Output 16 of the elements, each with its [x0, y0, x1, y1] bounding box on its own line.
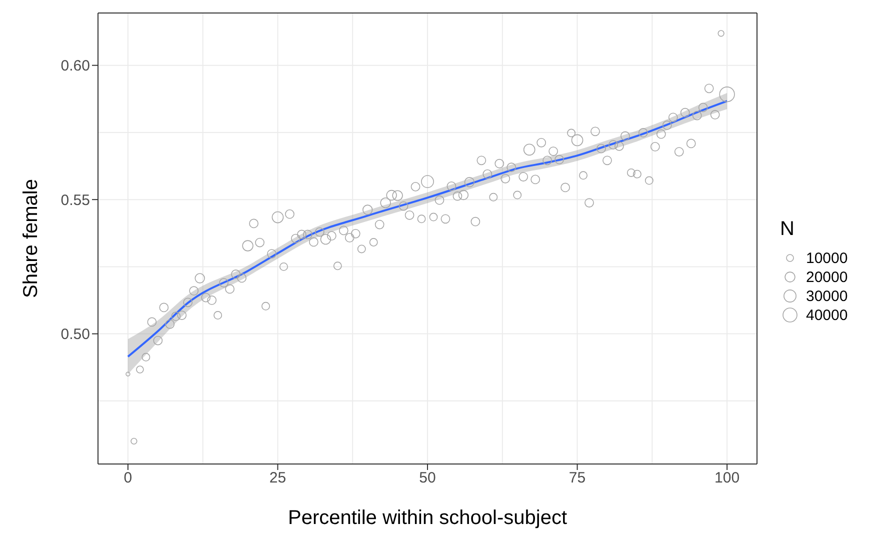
x-tick-label: 0 [124, 470, 132, 487]
legend-label: 20000 [806, 268, 848, 286]
size-legend: N 10000 20000 30000 40000 [780, 218, 848, 324]
y-axis-title: Share female [20, 179, 42, 298]
x-tick-label: 25 [269, 470, 286, 487]
x-tick-label: 100 [714, 470, 740, 487]
x-tick-label: 75 [568, 470, 586, 487]
y-tick-label: 0.55 [60, 192, 90, 209]
legend-title: N [780, 218, 796, 240]
legend-label: 40000 [806, 306, 848, 324]
x-tick-label: 50 [419, 470, 436, 487]
y-tick-label: 0.50 [60, 326, 90, 344]
x-axis-title: Percentile within school-subject [288, 507, 568, 529]
legend-label: 10000 [806, 250, 848, 266]
y-tick-label: 0.60 [60, 58, 90, 75]
legend-label: 30000 [806, 288, 848, 304]
